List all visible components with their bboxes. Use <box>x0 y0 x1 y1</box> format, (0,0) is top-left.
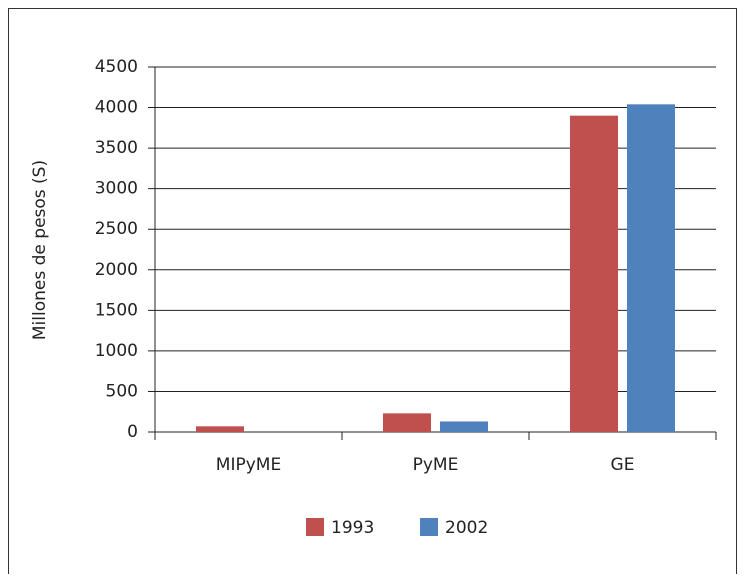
legend-label: 1993 <box>331 518 374 538</box>
y-tick-label: 3000 <box>95 179 138 199</box>
y-tick-label: 2000 <box>95 260 138 280</box>
bar <box>440 421 488 432</box>
y-tick-label: 4500 <box>95 57 138 77</box>
bar <box>627 104 675 433</box>
legend-swatch <box>306 518 324 536</box>
x-tick-label: GE <box>611 455 635 475</box>
bar <box>570 115 618 433</box>
y-tick-label: 500 <box>106 381 138 401</box>
y-tick-label: 1000 <box>95 341 138 361</box>
legend-label: 2002 <box>445 518 488 538</box>
x-tick-label: MIPyME <box>216 455 281 475</box>
y-tick-label: 1500 <box>95 300 138 320</box>
bar <box>383 413 431 432</box>
y-tick-label: 4000 <box>95 98 138 118</box>
y-tick-label: 2500 <box>95 219 138 239</box>
bar <box>196 426 244 432</box>
y-tick-label: 0 <box>127 422 138 442</box>
x-tick-label: PyME <box>413 455 459 475</box>
legend-swatch <box>420 518 438 536</box>
y-axis-label: Millones de pesos (S) <box>30 160 50 340</box>
y-tick-label: 3500 <box>95 138 138 158</box>
chart-frame <box>8 8 737 578</box>
